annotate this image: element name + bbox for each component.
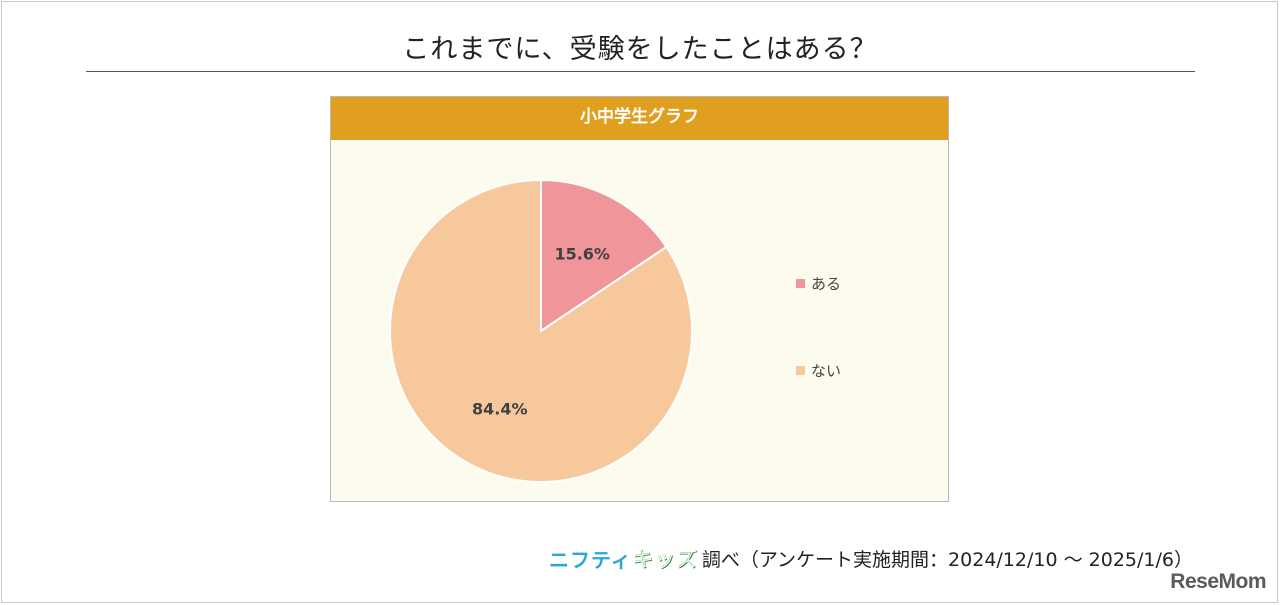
resemom-watermark: ReseMom bbox=[1170, 570, 1266, 593]
chart-panel: 小中学生グラフ 15.6% 84.4% ある ない bbox=[330, 96, 949, 502]
nifty-logo: ニフティ bbox=[549, 547, 632, 572]
legend-label-nai: ない bbox=[811, 361, 842, 380]
pie-chart: 15.6% 84.4% bbox=[389, 178, 693, 483]
title-divider bbox=[86, 71, 1195, 72]
page-title: これまでに、受験をしたことはある？ bbox=[402, 34, 878, 65]
pie-slice-0 bbox=[540, 178, 668, 333]
pie-slice-1 bbox=[389, 178, 693, 483]
chart-legend: ある ない bbox=[796, 273, 841, 447]
pie-data-label-1: 84.4% bbox=[472, 399, 528, 418]
source-text: 調べ（アンケート実施期間：2024/12/10 ～ 2025/1/6） bbox=[701, 548, 1193, 571]
source-footer: ニフティ キッズ 調べ（アンケート実施期間：2024/12/10 ～ 2025/… bbox=[549, 542, 1193, 574]
legend-label-aru: ある bbox=[811, 274, 842, 293]
legend-swatch-nai bbox=[796, 365, 805, 375]
chart-header: 小中学生グラフ bbox=[331, 97, 948, 140]
legend-swatch-aru bbox=[796, 278, 805, 288]
legend-item-aru: ある bbox=[796, 273, 841, 293]
pie-data-label-0: 15.6% bbox=[554, 245, 610, 264]
legend-item-nai: ない bbox=[796, 360, 841, 380]
kids-logo: キッズ bbox=[631, 547, 698, 572]
